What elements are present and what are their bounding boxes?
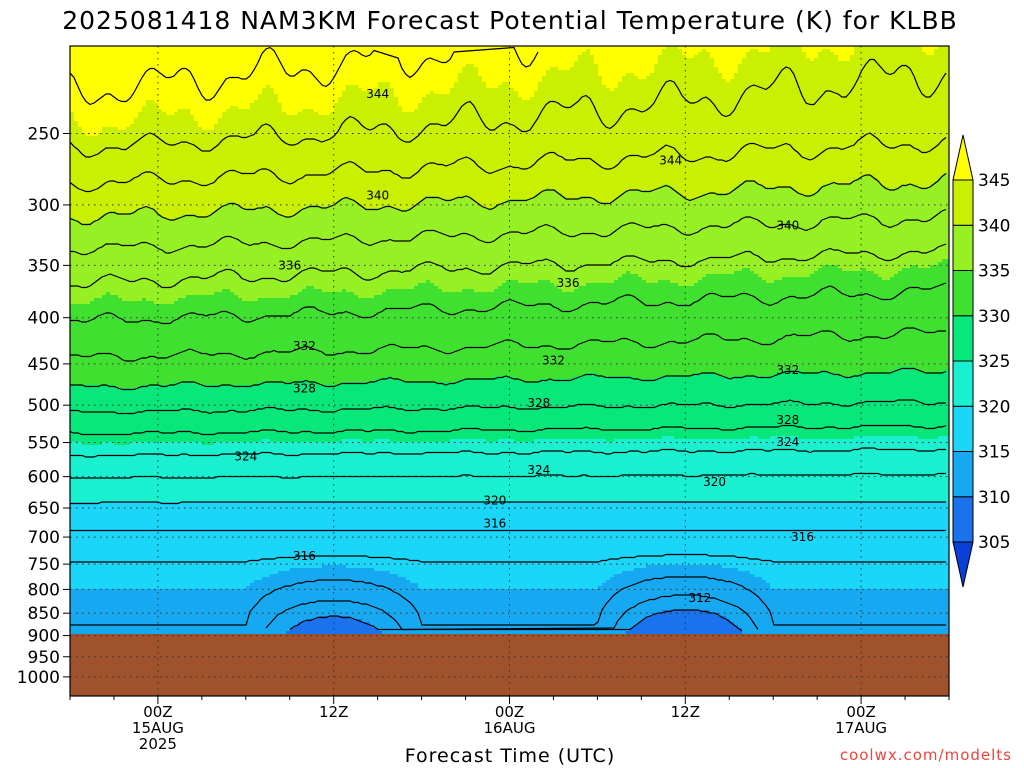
contour-label-332: 332 (776, 363, 799, 377)
contour-label-324: 324 (234, 450, 257, 464)
contour-label-316: 316 (293, 549, 316, 563)
colorbar-segment (953, 497, 973, 542)
contour-label-316: 316 (483, 516, 506, 530)
x-tick-label: 16AUG (484, 719, 536, 737)
contour-label-340: 340 (366, 189, 389, 203)
contour-label-324: 324 (776, 435, 799, 449)
colorbar-segment (953, 316, 973, 361)
contour-label-336: 336 (278, 258, 301, 272)
y-tick-label-550: 550 (28, 434, 60, 454)
colorbar-segment (953, 271, 973, 316)
y-tick-label-300: 300 (28, 196, 60, 216)
y-axis: 250 300 350 400 450 500 550 600 650 700 750 800 850 9… (17, 124, 70, 687)
y-tick-label-450: 450 (28, 355, 60, 375)
contour-label-336: 336 (557, 276, 580, 290)
contour-label-316: 316 (791, 530, 814, 544)
colorbar-label-330: 330 (978, 307, 1010, 327)
colorbar-label-310: 310 (978, 488, 1010, 508)
y-tick-label-750: 750 (28, 555, 60, 575)
colorbar-label-345: 345 (978, 171, 1010, 191)
colorbar-label-315: 315 (978, 443, 1010, 463)
x-tick-label: 2025 (139, 735, 177, 753)
contour-label-344: 344 (366, 87, 389, 101)
y-tick-label-700: 700 (28, 528, 60, 548)
y-tick-label-800: 800 (28, 580, 60, 600)
colorbar-segment (953, 406, 973, 451)
colorbar-segment (953, 225, 973, 270)
y-tick-label-600: 600 (28, 468, 60, 488)
x-tick-label: 12Z (319, 703, 348, 721)
y-tick-label-900: 900 (28, 627, 60, 647)
colorbar-label-320: 320 (978, 397, 1010, 417)
contour-label-332: 332 (542, 353, 565, 367)
y-tick-label-500: 500 (28, 396, 60, 416)
colorbar-label-335: 335 (978, 262, 1010, 282)
y-tick-label-350: 350 (28, 256, 60, 276)
y-tick-label-1000: 1000 (17, 668, 60, 688)
chart-title: 2025081418 NAM3KM Forecast Potential Tem… (62, 6, 958, 35)
colorbar-label-325: 325 (978, 352, 1010, 372)
contour-label-320: 320 (703, 475, 726, 489)
contour-label-320: 320 (483, 494, 506, 508)
colorbar-bottom-arrow (953, 542, 973, 587)
colorbar-label-340: 340 (978, 216, 1010, 236)
contour-label-344: 344 (659, 154, 682, 168)
contour-label-328: 328 (293, 381, 316, 395)
x-axis-label: Forecast Time (UTC) (405, 745, 615, 767)
y-tick-label-250: 250 (28, 124, 60, 144)
contour-label-328: 328 (527, 396, 550, 410)
colorbar: 305 310 315 320 325 330 335 340 345 (953, 135, 1010, 587)
x-tick-label: 17AUG (835, 719, 887, 737)
plot-area: 344 344 340 340 336 336 332 332 332 328 328 328 324 3… (70, 46, 951, 698)
contour-label-328: 328 (776, 413, 799, 427)
y-tick-label-850: 850 (28, 604, 60, 624)
colorbar-label-305: 305 (978, 533, 1010, 553)
y-tick-label-950: 950 (28, 648, 60, 668)
temperature-bands (70, 46, 951, 698)
y-tick-label-650: 650 (28, 499, 60, 519)
contour-label-312: 312 (688, 591, 711, 605)
credit-text: coolwx.com/modelts (840, 746, 1012, 764)
colorbar-segment (953, 452, 973, 497)
y-tick-label-400: 400 (28, 309, 60, 329)
contour-label-332: 332 (293, 339, 316, 353)
contour-label-340: 340 (776, 218, 799, 232)
colorbar-segment (953, 361, 973, 406)
contour-label-324: 324 (527, 463, 550, 477)
colorbar-top-arrow (953, 135, 973, 180)
colorbar-segment (953, 180, 973, 225)
x-tick-label: 12Z (671, 703, 700, 721)
